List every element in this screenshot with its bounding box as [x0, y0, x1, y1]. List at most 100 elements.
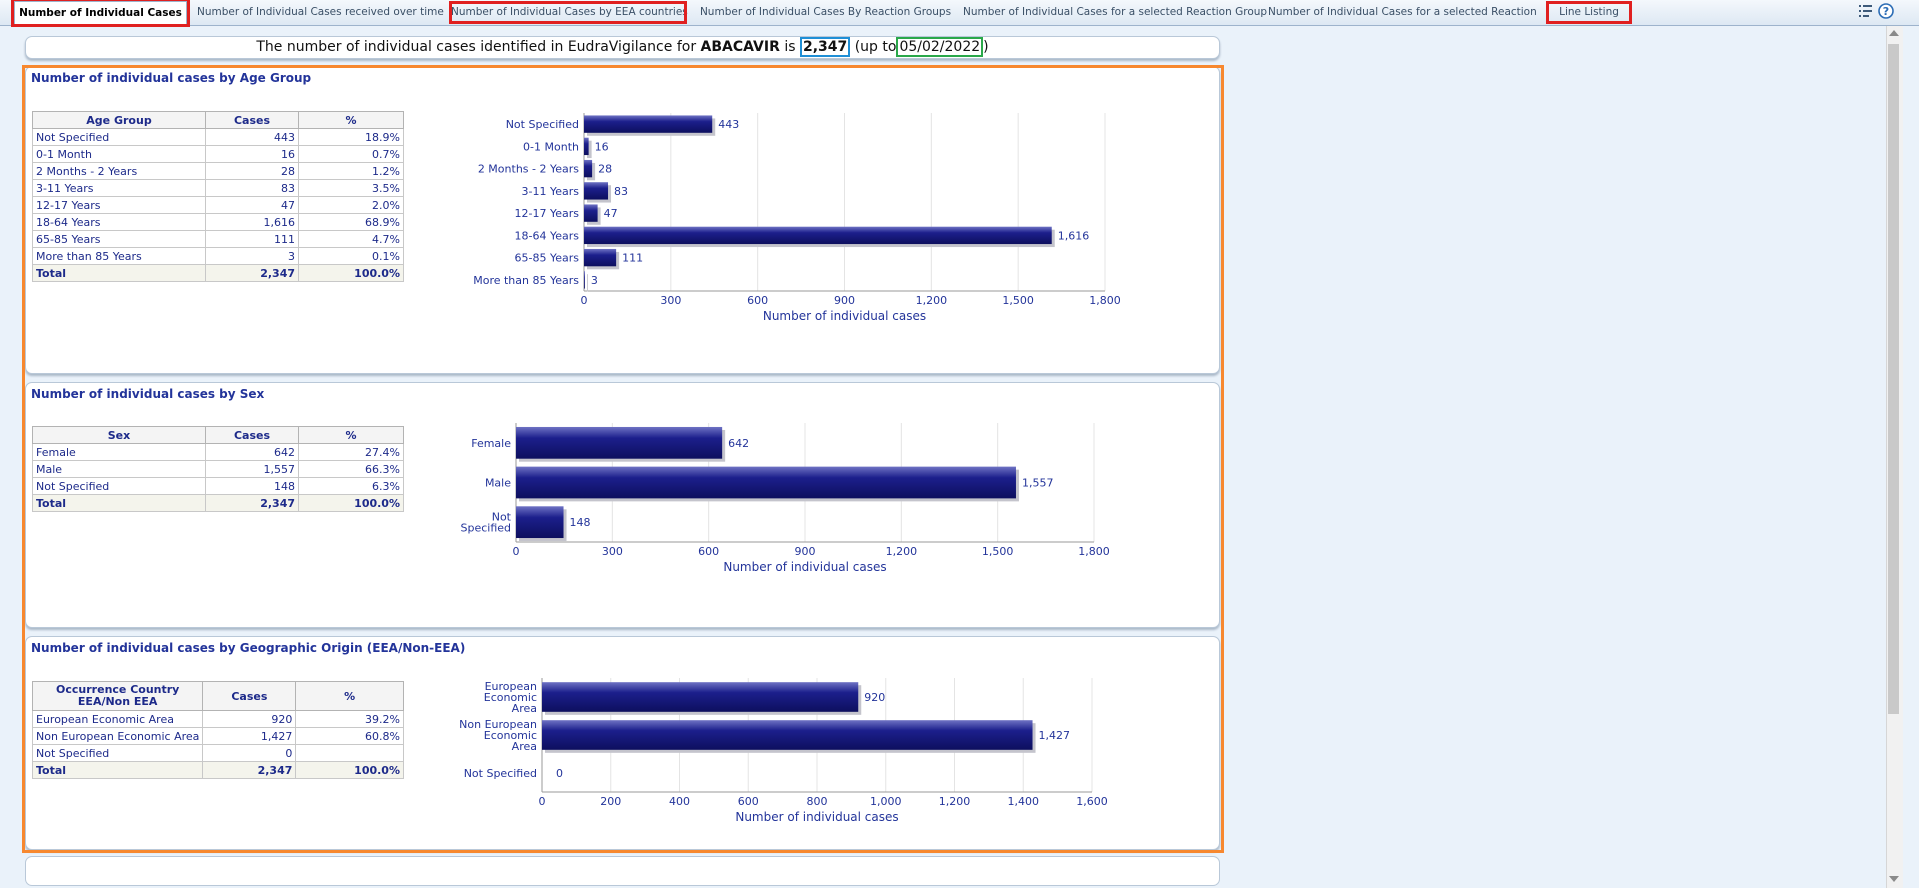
tab-line-listing[interactable]: Line Listing	[1546, 1, 1632, 24]
bar	[516, 426, 723, 459]
category-label: Non European Economic Area	[459, 718, 537, 753]
page-options-icon[interactable]	[1858, 3, 1874, 19]
row-cases: 28	[205, 162, 299, 180]
x-tick-label: 300	[660, 294, 681, 307]
x-tick-label: 1,800	[1078, 545, 1110, 558]
row-cases: 1,557	[205, 460, 299, 478]
data-label: 83	[614, 185, 628, 198]
x-tick-label: 1,800	[1089, 294, 1121, 307]
age-group-title: Number of individual cases by Age Group	[31, 71, 312, 85]
table-row: European Economic Area 920 39.2%	[31, 710, 404, 728]
row-label: 2 Months - 2 Years	[32, 162, 206, 180]
category-label: European Economic Area	[484, 680, 537, 715]
x-tick-label: 0	[581, 294, 588, 307]
x-tick-label: 400	[669, 795, 690, 808]
tab-bar: Number of Individual Cases Number of Ind…	[0, 0, 1919, 27]
table-row: More than 85 Years 3 0.1%	[32, 247, 404, 265]
table-total-row: Total 2,347 100.0%	[32, 264, 404, 282]
category-label: Male	[485, 477, 511, 490]
row-percent: 6.3%	[298, 477, 404, 495]
x-tick-label: 900	[795, 545, 816, 558]
total-percent: 100.0%	[298, 264, 404, 282]
x-tick-label: 600	[698, 545, 719, 558]
x-tick-label: 1,500	[1002, 294, 1034, 307]
bar-shadow	[587, 140, 592, 159]
tab-cases-selected-reaction-group[interactable]: Number of Individual Cases for a selecte…	[963, 6, 1268, 18]
geographic-origin-table: Occurrence Country EEA/Non EEA Cases % E…	[31, 681, 404, 779]
bar-shadow	[587, 274, 588, 292]
x-tick-label: 800	[807, 795, 828, 808]
row-percent: 4.7%	[298, 230, 404, 248]
col-header-cases: Cases	[202, 681, 297, 711]
age-group-bar-chart: 0 300 600 900 1,200 1,500 1,800 Number of indiv…	[473, 113, 1121, 323]
age-group-table: Age Group Cases % Not Specified 443 18.9% …	[32, 111, 404, 282]
help-icon[interactable]: ?	[1878, 3, 1894, 19]
tab-cases-by-eea-countries[interactable]: Number of Individual Cases by EEA countr…	[449, 1, 688, 24]
row-label: 18-64 Years	[32, 213, 206, 231]
age-group-panel: Number of individual cases by Age Group …	[25, 66, 1220, 374]
bar	[516, 506, 564, 539]
data-label: 1,616	[1058, 229, 1090, 242]
table-row: 18-64 Years 1,616 68.9%	[32, 213, 404, 231]
total-cases: 2,347	[202, 761, 297, 779]
col-header-cases: Cases	[205, 426, 299, 444]
total-count: 2,347	[799, 37, 851, 57]
data-label: 47	[604, 207, 618, 220]
x-tick-label: 200	[600, 795, 621, 808]
geographic-origin-panel: Number of individual cases by Geographic…	[25, 636, 1220, 850]
row-percent: 60.8%	[295, 727, 404, 745]
next-panel	[25, 856, 1220, 886]
total-percent: 100.0%	[295, 761, 404, 779]
category-label: More than 85 Years	[473, 274, 579, 287]
bar	[584, 137, 589, 156]
row-cases: 1,427	[202, 727, 297, 745]
headline-close: )	[983, 39, 989, 55]
tab-cases-over-time[interactable]: Number of Individual Cases received over…	[197, 6, 444, 18]
table-row: Male 1,557 66.3%	[32, 460, 404, 478]
col-header-percent: %	[295, 681, 404, 711]
data-label: 920	[864, 691, 885, 704]
scroll-down-arrow[interactable]	[1889, 876, 1899, 882]
total-label: Total	[32, 494, 206, 512]
data-label: 16	[595, 140, 609, 153]
data-label: 111	[622, 252, 643, 265]
table-row: Non European Economic Area 1,427 60.8%	[31, 727, 404, 745]
table-row: Not Specified 148 6.3%	[32, 477, 404, 495]
bar	[584, 271, 585, 289]
row-label: More than 85 Years	[32, 247, 206, 265]
x-tick-label: 1,000	[870, 795, 902, 808]
svg-text:?: ?	[1883, 5, 1889, 18]
data-label: 28	[598, 163, 612, 176]
category-label: 3-11 Years	[522, 185, 580, 198]
scrollbar-thumb[interactable]	[1888, 44, 1899, 714]
bar	[584, 226, 1052, 245]
tab-individual-cases[interactable]: Number of Individual Cases	[11, 0, 190, 27]
bar	[542, 720, 1033, 750]
x-axis-label: Number of individual cases	[763, 309, 926, 323]
row-cases: 920	[202, 710, 297, 728]
table-row: 3-11 Years 83 3.5%	[32, 179, 404, 197]
table-total-row: Total 2,347 100.0%	[31, 761, 404, 779]
category-label: Not Specified	[464, 767, 537, 780]
col-header-sex: Sex	[32, 426, 206, 444]
category-label: Not Specified	[460, 511, 511, 535]
data-label: 1,427	[1039, 729, 1071, 742]
category-label: 18-64 Years	[515, 229, 580, 242]
row-cases: 443	[205, 128, 299, 146]
headline-up-to: (up to	[854, 39, 897, 55]
bar	[584, 204, 598, 222]
table-total-row: Total 2,347 100.0%	[32, 494, 404, 512]
bar	[584, 182, 609, 200]
tab-cases-selected-reaction[interactable]: Number of Individual Cases for a selecte…	[1268, 6, 1537, 18]
row-label: 12-17 Years	[32, 196, 206, 214]
row-label: Not Specified	[31, 744, 204, 762]
x-tick-label: 1,200	[916, 294, 948, 307]
x-tick-label: 0	[513, 545, 520, 558]
category-label: Female	[471, 437, 511, 450]
sex-title: Number of individual cases by Sex	[31, 387, 265, 401]
scroll-up-arrow[interactable]	[1889, 30, 1899, 36]
total-label: Total	[32, 264, 206, 282]
tab-cases-by-reaction-groups[interactable]: Number of Individual Cases By Reaction G…	[699, 6, 952, 18]
row-percent: 3.5%	[298, 179, 404, 197]
x-tick-label: 600	[738, 795, 759, 808]
